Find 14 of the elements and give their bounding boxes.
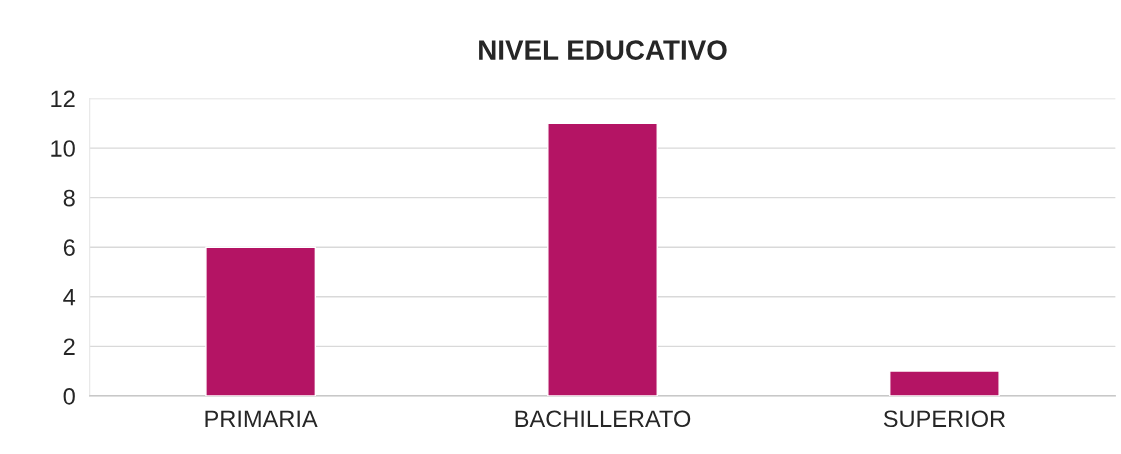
x-tick-label: SUPERIOR (883, 410, 1006, 428)
y-tick-label: 0 (63, 387, 75, 405)
x-tick-label: BACHILLERATO (515, 410, 691, 428)
y-tick-label: 8 (63, 189, 75, 207)
bar (889, 370, 1000, 396)
y-tick-label: 2 (63, 338, 75, 355)
chart-title: NIVEL EDUCATIVO (479, 40, 727, 60)
bar (205, 246, 317, 396)
y-tick-label: 4 (63, 289, 76, 306)
x-tick-label: PRIMARIA (205, 410, 318, 427)
y-tick-label: 6 (63, 239, 75, 256)
y-tick-label: 10 (51, 140, 75, 157)
y-tick-label: 12 (51, 90, 75, 108)
bar (547, 122, 658, 396)
